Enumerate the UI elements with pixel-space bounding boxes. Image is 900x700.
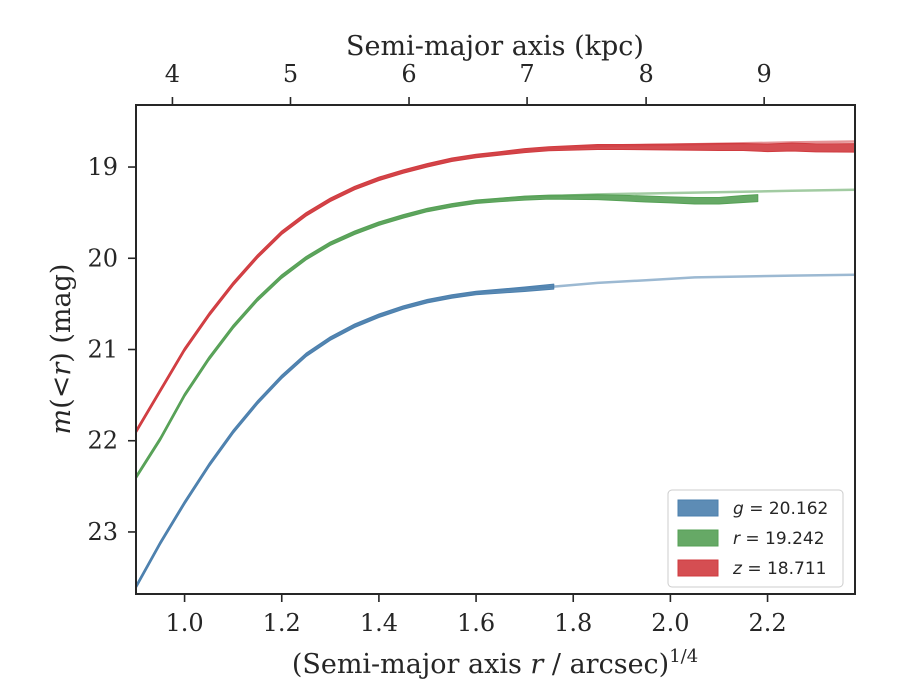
x-tick-label: 2.2 [748, 609, 786, 637]
legend: g = 20.162 r = 19.242 z = 18.711 [667, 489, 844, 588]
data-band-r-band [136, 194, 759, 480]
y-tick-label: 22 [87, 427, 118, 455]
top-tick-label: 6 [401, 60, 416, 88]
legend-label-r-band: r = 19.242 [733, 529, 825, 549]
top-tick-label: 5 [283, 60, 298, 88]
top-tick-label: 8 [638, 60, 653, 88]
top-tick-label: 7 [519, 60, 534, 88]
y-tick-label: 21 [87, 336, 118, 364]
legend-label-z-band: z = 18.711 [732, 559, 826, 579]
y-tick-label: 20 [87, 244, 118, 272]
y-tick-label: 23 [87, 518, 118, 546]
x-tick-label: 2.0 [651, 609, 689, 637]
y-axis-title: m(<r) (mag) [46, 264, 77, 435]
legend-label-g-band: g = 20.162 [733, 499, 828, 519]
data-band-z-band [136, 142, 855, 434]
legend-swatch-z-band [677, 559, 719, 577]
model-curve-r-band [136, 188, 855, 479]
x-tick-label: 1.4 [360, 609, 398, 637]
x-tick-label: 1.6 [457, 609, 495, 637]
x-tick-label: 1.8 [554, 609, 592, 637]
axis-ticks: 1.0 1.2 1.4 1.6 1.8 2.0 2.2 19 20 21 22 23 4 5 6 7 8 9 [87, 60, 786, 637]
top-tick-label: 4 [165, 60, 180, 88]
legend-swatch-g-band [677, 499, 719, 517]
model-curve-z-band [136, 140, 855, 433]
x-tick-label: 1.2 [263, 609, 301, 637]
top-tick-label: 9 [757, 60, 772, 88]
y-tick-label: 19 [87, 153, 118, 181]
data-band-g-band [136, 283, 555, 589]
plot-area [136, 140, 855, 589]
x-tick-label: 1.0 [165, 609, 203, 637]
x-axis-title: (Semi-major axis r / arcsec)1/4 [292, 646, 698, 680]
legend-swatch-r-band [677, 529, 719, 547]
top-axis-title: Semi-major axis (kpc) [346, 31, 644, 62]
